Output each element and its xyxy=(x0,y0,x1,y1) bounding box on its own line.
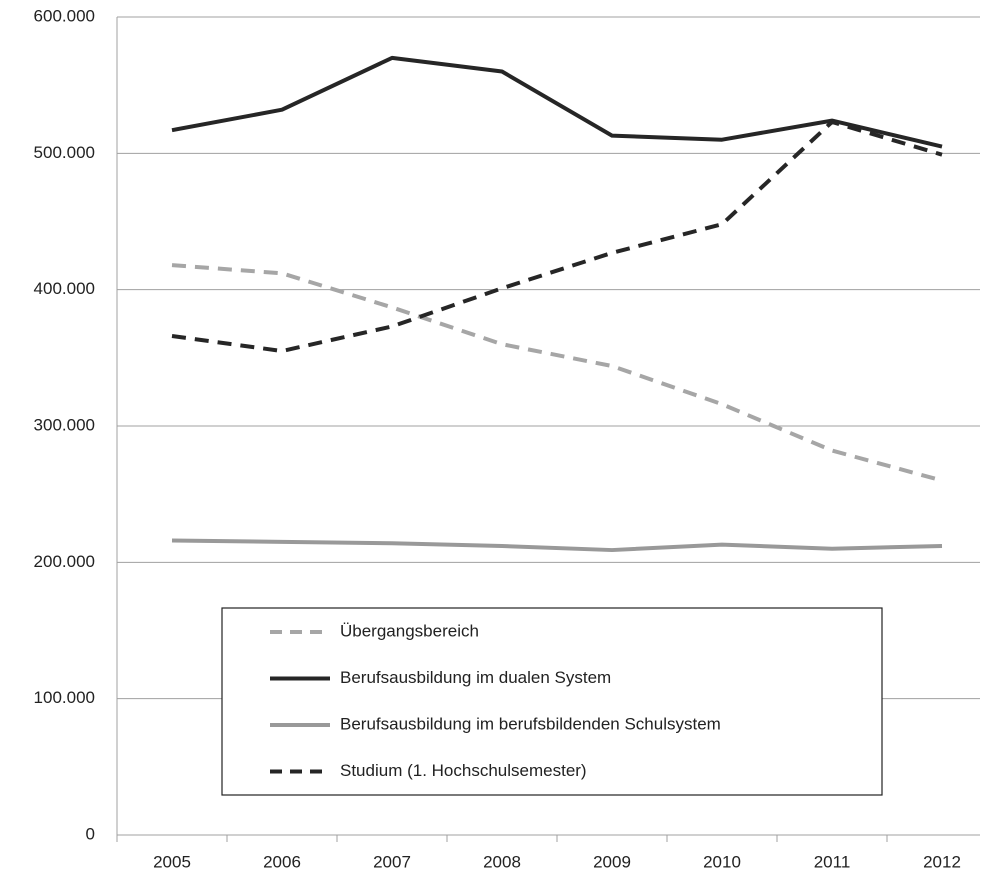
x-tick-label: 2005 xyxy=(153,852,191,871)
y-tick-label: 100.000 xyxy=(34,688,95,707)
legend-label: Berufsausbildung im dualen System xyxy=(340,668,611,687)
x-tick-label: 2007 xyxy=(373,852,411,871)
y-tick-label: 0 xyxy=(86,824,95,843)
legend-label: Übergangsbereich xyxy=(340,621,479,640)
x-tick-label: 2011 xyxy=(814,852,851,871)
y-tick-label: 600.000 xyxy=(34,6,95,25)
line-series xyxy=(171,263,943,483)
x-tick-label: 2012 xyxy=(923,852,961,871)
line-series xyxy=(171,55,943,149)
legend-label: Berufsausbildung im berufsbildenden Schu… xyxy=(340,714,721,733)
y-tick-label: 400.000 xyxy=(34,279,95,298)
x-tick-label: 2006 xyxy=(263,852,301,871)
x-tick-label: 2009 xyxy=(593,852,631,871)
legend-label: Studium (1. Hochschulsemester) xyxy=(340,761,587,780)
y-tick-label: 500.000 xyxy=(34,143,95,162)
line-series xyxy=(171,538,943,553)
y-tick-label: 300.000 xyxy=(34,415,95,434)
line-series xyxy=(171,119,943,354)
x-tick-label: 2010 xyxy=(703,852,741,871)
x-tick-label: 2008 xyxy=(483,852,521,871)
y-tick-label: 200.000 xyxy=(34,552,95,571)
legend-box xyxy=(221,607,883,796)
legend: Übergangsbereich Berufsausbildung im dual… xyxy=(221,607,883,796)
